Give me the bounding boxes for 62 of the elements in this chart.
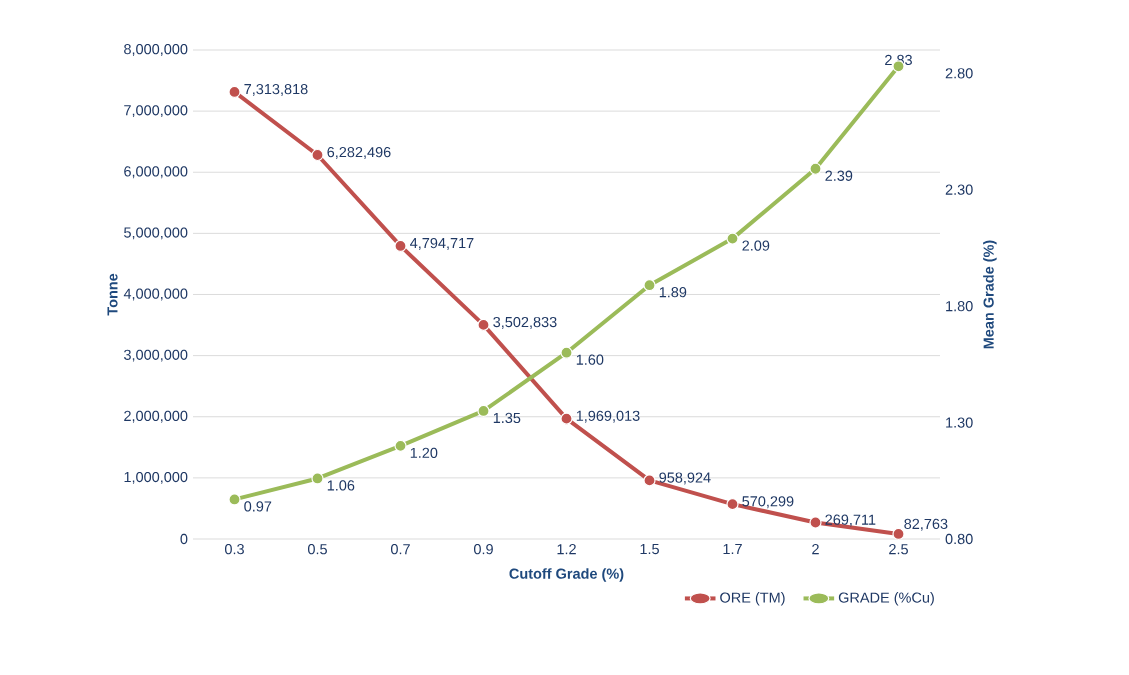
point xyxy=(477,318,490,331)
point xyxy=(477,404,490,418)
y-tick-label: 0 xyxy=(180,533,188,545)
data-label: 570,299 xyxy=(742,496,794,509)
y-tick-label: 1,000,000 xyxy=(124,471,188,484)
point xyxy=(726,232,739,245)
data-label: 1.06 xyxy=(327,480,355,491)
y-tick-label: 3,000,000 xyxy=(124,349,188,362)
data-label: 958,924 xyxy=(659,472,711,485)
data-label: 7,313,818 xyxy=(244,83,308,96)
data-label: 1.35 xyxy=(493,412,521,424)
data-label: 2.09 xyxy=(742,240,770,251)
x-tick-label: 1.5 xyxy=(640,544,659,555)
y-axis-title: Tonne xyxy=(107,273,118,316)
point xyxy=(228,493,241,506)
x-tick-label: 0.5 xyxy=(307,544,327,555)
point xyxy=(228,85,241,99)
legend-label: ORE (TM) xyxy=(720,592,785,606)
x-axis-title: Cutoff Grade (%) xyxy=(509,568,624,582)
data-label: 82,763 xyxy=(904,518,948,531)
y2-tick-label: 0.80 xyxy=(945,533,973,545)
data-label: 269,711 xyxy=(825,514,876,527)
point xyxy=(643,279,656,292)
legend-label: GRADE (%Cu) xyxy=(838,592,934,606)
y-tick-label: 6,000,000 xyxy=(124,166,188,179)
point xyxy=(643,474,656,487)
y-tick-label: 7,000,000 xyxy=(124,105,188,118)
y-tick-label: 2,000,000 xyxy=(124,410,188,423)
data-label: 1.60 xyxy=(576,354,604,365)
y-tick-label: 8,000,000 xyxy=(124,44,188,56)
y2-tick-label: 1.80 xyxy=(946,301,973,312)
data-label: 2.39 xyxy=(825,170,853,181)
point xyxy=(394,439,407,452)
data-label: 0.97 xyxy=(244,501,272,512)
x-tick-label: 0.9 xyxy=(473,544,493,555)
point xyxy=(809,162,822,175)
data-label: 6,282,496 xyxy=(327,146,391,159)
x-tick-label: 0.7 xyxy=(390,544,410,555)
point xyxy=(311,472,324,485)
point xyxy=(892,527,905,541)
data-label: 1,969,013 xyxy=(576,410,640,423)
y2-tick-label: 2.30 xyxy=(945,184,973,195)
data-label: 3,502,833 xyxy=(493,316,557,329)
point xyxy=(726,498,739,511)
data-label: 1.20 xyxy=(410,447,438,458)
point xyxy=(394,239,407,253)
y2-tick-label: 2.80 xyxy=(945,68,973,79)
point xyxy=(311,148,324,162)
x-tick-label: 2 xyxy=(812,544,819,555)
y2-axis-title: Mean Grade (%) xyxy=(983,240,997,349)
x-tick-label: 2.5 xyxy=(889,544,908,555)
x-tick-label: 1.7 xyxy=(723,544,742,555)
y-tick-label: 5,000,000 xyxy=(124,227,188,240)
data-label: 4,794,717 xyxy=(410,237,474,250)
point xyxy=(809,516,822,529)
point xyxy=(560,346,573,359)
x-tick-label: 0.3 xyxy=(224,544,244,555)
y-tick-label: 4,000,000 xyxy=(123,288,188,301)
y2-tick-label: 1.30 xyxy=(946,417,973,428)
data-label: 1.89 xyxy=(659,287,687,298)
x-tick-label: 1.2 xyxy=(557,544,576,555)
point xyxy=(560,412,573,425)
